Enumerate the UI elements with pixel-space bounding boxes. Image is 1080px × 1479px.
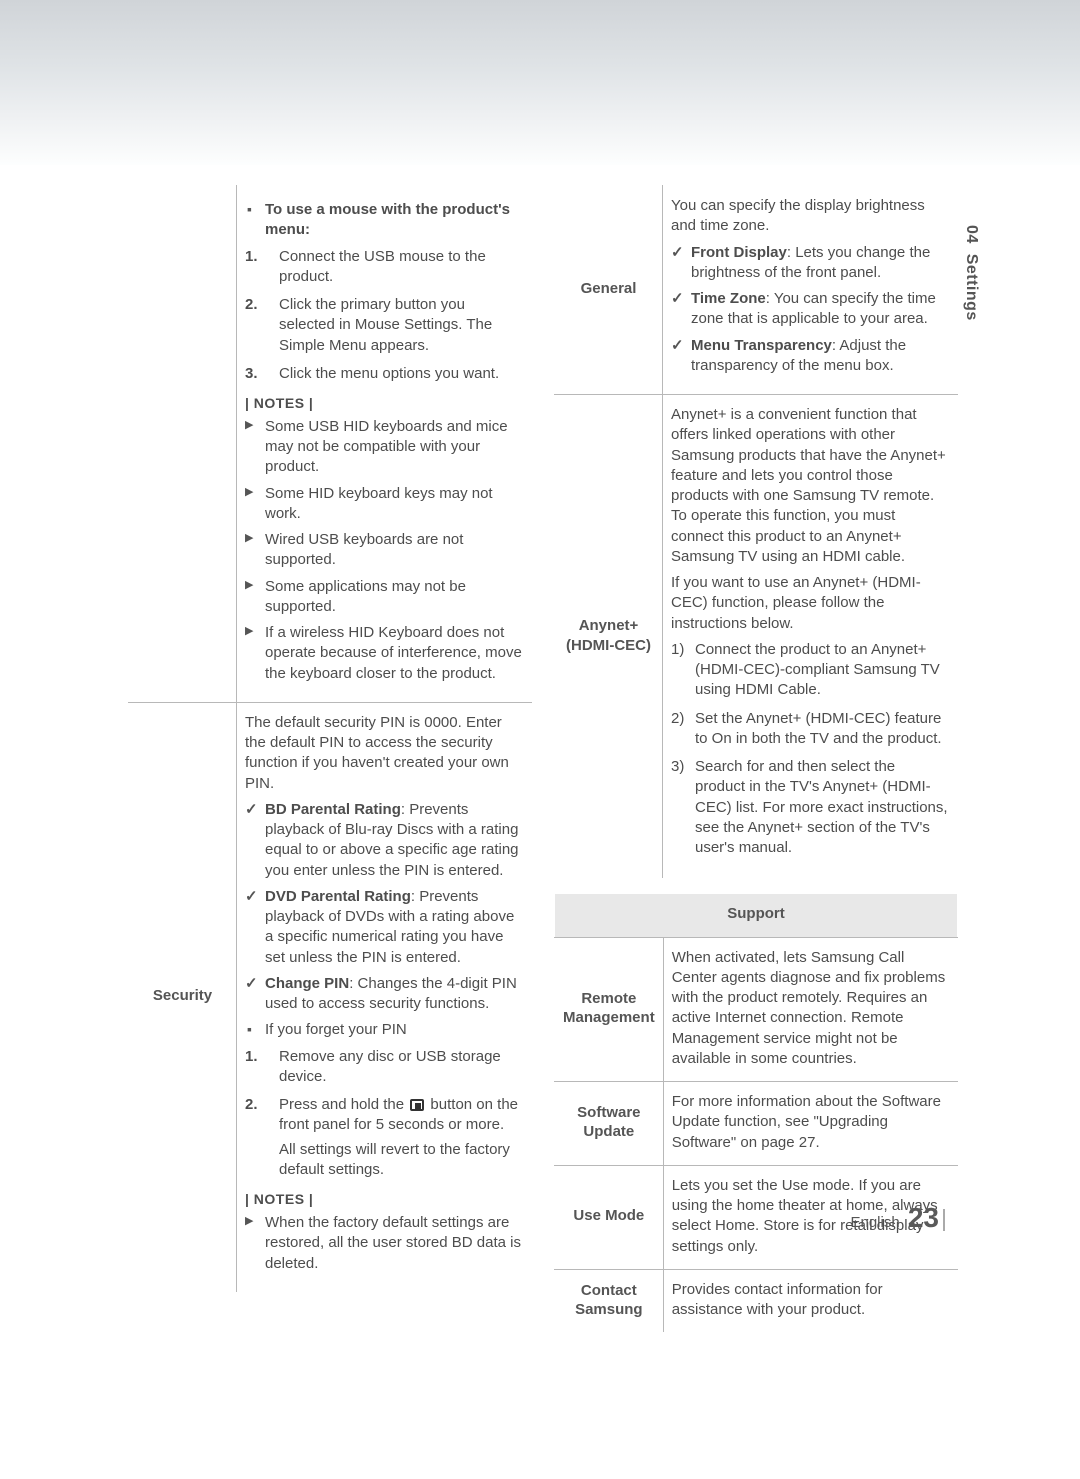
general-body: You can specify the display brightness a… <box>663 186 958 395</box>
general-intro: You can specify the display brightness a… <box>671 196 949 237</box>
footer-page-number: 23 <box>908 1202 939 1233</box>
general-checks: Front Display: Lets you change the brigh… <box>671 243 949 377</box>
forget-pin-heading: If you forget your PIN <box>245 1020 523 1040</box>
system-table: General You can specify the display brig… <box>554 185 958 879</box>
stop-button-icon <box>410 1099 424 1111</box>
page-header-gradient <box>0 0 1080 165</box>
contact-samsung-label: ContactSamsung <box>555 1269 664 1333</box>
right-column: General You can specify the display brig… <box>554 185 958 1333</box>
anynet-steps: 1)Connect the product to an Anynet+ (HDM… <box>671 640 949 859</box>
forget-pin-steps: 1.Remove any disc or USB storage device.… <box>245 1047 523 1181</box>
support-heading: Support <box>555 894 958 937</box>
remote-mgmt-label: RemoteManagement <box>555 937 664 1082</box>
anynet-body: Anynet+ is a convenient function that of… <box>663 395 958 879</box>
security-body: The default security PIN is 0000. Enter … <box>237 702 532 1292</box>
notes-heading: | NOTES | <box>245 394 523 413</box>
anynet-p2: If you want to use an Anynet+ (HDMI-CEC)… <box>671 573 949 634</box>
mouse-steps: 1.Connect the USB mouse to the product. … <box>245 247 523 385</box>
chapter-title: Settings <box>963 254 980 321</box>
anynet-p1: Anynet+ is a convenient function that of… <box>671 405 949 567</box>
notes-heading-2: | NOTES | <box>245 1190 523 1209</box>
use-mode-label: Use Mode <box>555 1165 664 1269</box>
device-manager-table: To use a mouse with the product's menu: … <box>128 185 532 1293</box>
support-table: Support RemoteManagement When activated,… <box>554 893 958 1333</box>
chapter-number: 04 <box>963 225 980 244</box>
mouse-notes: Some USB HID keyboards and mice may not … <box>245 417 523 684</box>
footer-lang: English <box>850 1214 899 1231</box>
device-manager-body: To use a mouse with the product's menu: … <box>237 186 532 703</box>
security-note: When the factory default settings are re… <box>245 1213 523 1274</box>
security-checks: BD Parental Rating: Prevents playback of… <box>245 800 523 1015</box>
remote-mgmt-text: When activated, lets Samsung Call Center… <box>663 937 957 1082</box>
device-manager-label-cell <box>129 186 237 703</box>
software-update-label: SoftwareUpdate <box>555 1082 664 1166</box>
page-content: To use a mouse with the product's menu: … <box>128 185 958 1333</box>
left-column: To use a mouse with the product's menu: … <box>128 185 532 1293</box>
software-update-text: For more information about the Software … <box>663 1082 957 1166</box>
page-footer: English 23 <box>850 1202 945 1234</box>
security-intro: The default security PIN is 0000. Enter … <box>245 713 523 794</box>
security-label: Security <box>129 702 237 1292</box>
contact-samsung-text: Provides contact information for assista… <box>663 1269 957 1333</box>
anynet-label: Anynet+(HDMI-CEC) <box>555 395 663 879</box>
general-label: General <box>555 186 663 395</box>
mouse-heading: To use a mouse with the product's menu: <box>265 201 510 238</box>
